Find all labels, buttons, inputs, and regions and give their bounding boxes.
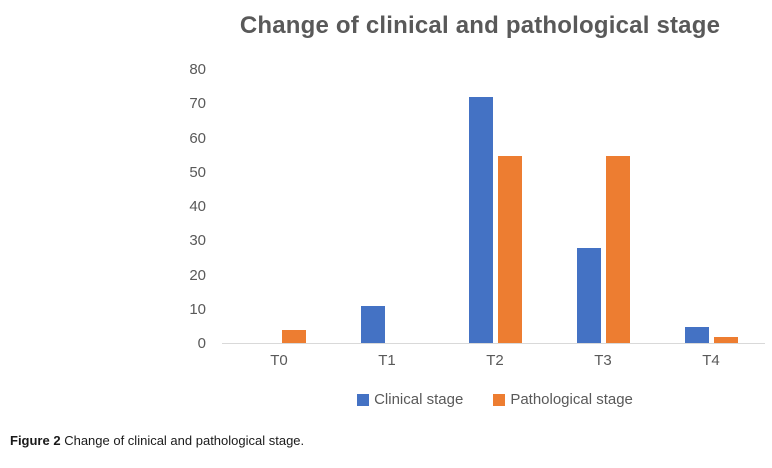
bar-clinical-stage-t3 — [576, 248, 601, 344]
x-axis-label-t2: T2 — [486, 352, 504, 369]
bar-pathological-stage-t3 — [605, 155, 630, 344]
x-axis-line — [222, 343, 765, 344]
figure-caption: Figure 2 Change of clinical and patholog… — [10, 433, 304, 448]
legend-item-clinical: Clinical stage — [357, 391, 463, 408]
bar-pathological-stage-t4 — [713, 337, 738, 344]
x-axis-labels: T0 T1 T2 T3 T4 — [225, 352, 765, 369]
y-tick-label: 50 — [189, 163, 206, 181]
category-group-t3 — [549, 70, 657, 344]
legend-swatch-pathological — [493, 393, 506, 406]
y-tick-label: 40 — [189, 198, 206, 215]
x-axis-label-t1: T1 — [378, 352, 396, 369]
category-group-t0 — [225, 70, 333, 344]
legend: Clinical stage Pathological stage — [225, 391, 765, 408]
legend-swatch-clinical — [357, 393, 370, 406]
plot-area — [222, 70, 765, 344]
y-tick-label: 80 — [189, 61, 206, 78]
bar-clinical-stage-t1 — [360, 306, 385, 344]
y-tick-label: 70 — [189, 95, 206, 113]
x-axis-label-t0: T0 — [270, 352, 288, 369]
x-axis-label-t4: T4 — [702, 352, 720, 369]
legend-item-pathological: Pathological stage — [493, 391, 633, 408]
x-axis-label-t3: T3 — [594, 352, 612, 369]
bar-pathological-stage-t0 — [281, 330, 306, 344]
bar-pathological-stage-t2 — [497, 155, 522, 344]
category-group-t2 — [441, 70, 549, 344]
figure-caption-label: Figure 2 — [10, 433, 61, 448]
category-group-t4 — [657, 70, 765, 344]
y-tick-label: 20 — [189, 266, 206, 284]
legend-label-pathological: Pathological stage — [510, 391, 633, 408]
bar-clinical-stage-t4 — [684, 326, 709, 344]
legend-label-clinical: Clinical stage — [374, 391, 464, 408]
bar-clinical-stage-t2 — [468, 97, 493, 344]
y-tick-label: 10 — [189, 300, 206, 318]
category-group-t1 — [333, 70, 441, 344]
y-tick-label: 0 — [197, 335, 206, 352]
y-tick-label: 30 — [189, 232, 206, 250]
chart-title: Change of clinical and pathological stag… — [239, 12, 721, 39]
y-tick-label: 60 — [189, 129, 206, 147]
figure-caption-text: Change of clinical and pathological stag… — [64, 433, 305, 448]
